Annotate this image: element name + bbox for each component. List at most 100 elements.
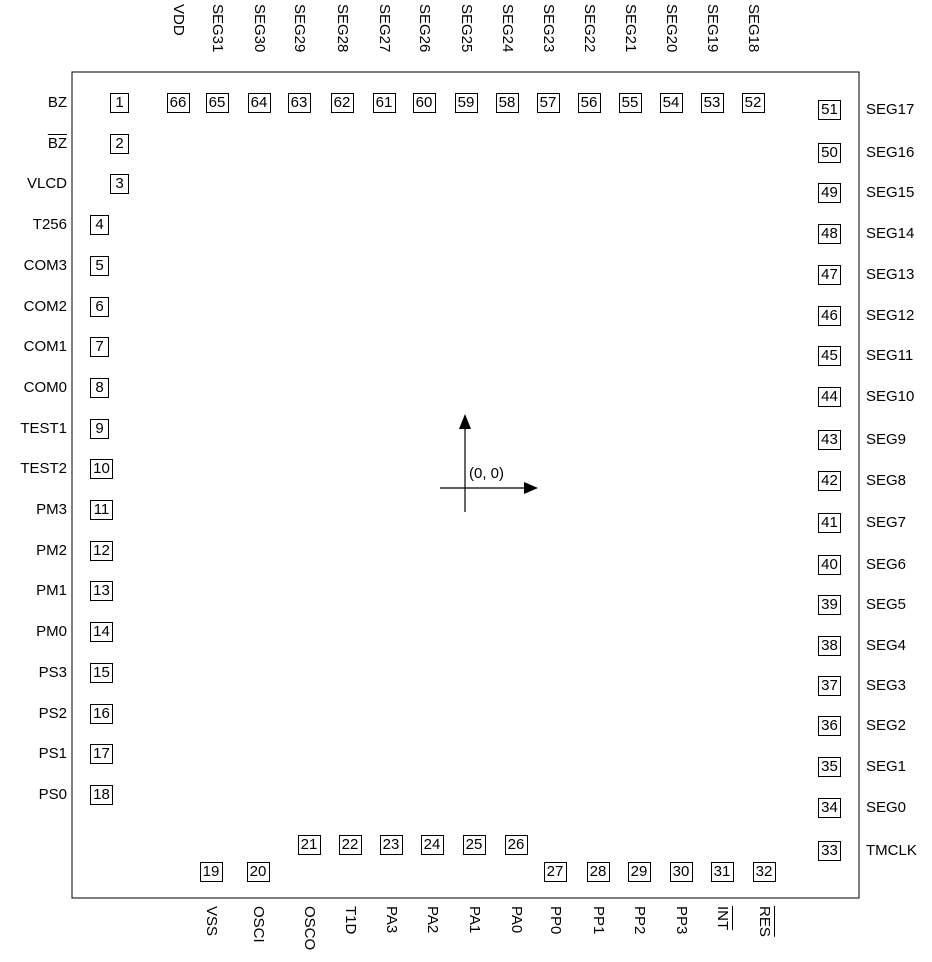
pin-62-pad: 62 [330, 93, 354, 113]
pin-10-pad: 10 [90, 459, 113, 480]
pin-52-signal-label: SEG18 [745, 4, 762, 53]
pin-14-signal-label: PM0 [36, 623, 67, 641]
pin-31-signal-label: INT [714, 906, 731, 931]
pin-46-signal-label: SEG12 [866, 307, 915, 324]
pin-7-signal-label: COM1 [23, 338, 67, 356]
pin-33-pad: 33 [818, 841, 841, 861]
pin-45-pad: 45 [818, 346, 841, 366]
pin-52-pad: 52 [741, 93, 765, 113]
pin-7-pad: 7 [90, 337, 109, 358]
pin-21-signal-label: OSCO [301, 906, 318, 951]
pin-27-signal-label: PP0 [547, 906, 564, 935]
pin-43-signal-label: SEG9 [866, 431, 907, 448]
pin-12-pad: 12 [90, 540, 113, 561]
pin-11-signal-label: PM3 [36, 501, 67, 518]
pin-56-pad: 56 [577, 93, 601, 113]
pin-48-signal-label: SEG14 [866, 225, 915, 242]
pin-55-signal-label: SEG21 [622, 4, 639, 53]
pin-44-pad: 44 [818, 387, 841, 407]
pin-36-pad: 36 [818, 716, 841, 736]
pin-3-signal-label: VLCD [26, 175, 67, 193]
pin-49-pad: 49 [818, 183, 841, 203]
pin-66-signal-label: VDD [170, 4, 187, 36]
pin-44-signal-label: SEG10 [866, 388, 915, 405]
pin-47-pad: 47 [818, 265, 841, 285]
pin-46-pad: 46 [818, 306, 841, 326]
pin-22-pad: 22 [338, 835, 362, 855]
pin-42-signal-label: SEG8 [866, 472, 907, 489]
pin-49-signal-label: SEG15 [866, 184, 915, 201]
pin-20-pad: 20 [246, 862, 270, 882]
pin-35-signal-label: SEG1 [866, 758, 907, 775]
pin-28-pad: 28 [586, 862, 610, 882]
pin-45-signal-label: SEG11 [866, 347, 914, 364]
pin-9-signal-label: TEST1 [20, 419, 67, 437]
pin-53-signal-label: SEG19 [704, 4, 721, 53]
pin-17-pad: 17 [90, 744, 113, 765]
pin-33-signal-label: TMCLK [866, 842, 917, 859]
pin-20-signal-label: OSCI [250, 906, 267, 943]
pin-25-pad: 25 [462, 835, 486, 855]
pin-42-pad: 42 [818, 471, 841, 491]
pin-1-pad: 1 [110, 93, 129, 113]
pin-1-signal-label: BZ [47, 94, 67, 111]
pin-12-signal-label: PM2 [36, 541, 67, 559]
pin-39-pad: 39 [818, 595, 841, 615]
pin-4-pad: 4 [90, 215, 109, 236]
pin-63-pad: 63 [287, 93, 311, 113]
pin-23-pad: 23 [379, 835, 403, 855]
pin-27-pad: 27 [543, 862, 567, 882]
pin-65-pad: 65 [205, 93, 229, 113]
pin-5-pad: 5 [90, 255, 109, 276]
pin-41-pad: 41 [818, 513, 841, 533]
pin-40-pad: 40 [818, 555, 841, 575]
pin-24-signal-label: PA2 [424, 906, 441, 934]
pin-55-pad: 55 [618, 93, 642, 113]
pin-37-signal-label: SEG3 [866, 677, 907, 694]
pin-31-pad: 31 [710, 862, 734, 882]
pin-13-pad: 13 [90, 581, 113, 602]
x-axis-arrowhead [524, 482, 538, 494]
pin-39-signal-label: SEG5 [866, 596, 907, 613]
pin-58-pad: 58 [495, 93, 519, 113]
pin-2-signal-label: BZ [47, 134, 67, 152]
pin-59-signal-label: SEG25 [458, 4, 475, 53]
pin-59-pad: 59 [454, 93, 478, 113]
pin-57-pad: 57 [536, 93, 560, 113]
pin-50-signal-label: SEG16 [866, 144, 915, 161]
pin-64-signal-label: SEG30 [251, 4, 268, 53]
pin-25-signal-label: PA1 [466, 906, 483, 934]
y-axis-arrowhead [459, 414, 471, 429]
pin-34-signal-label: SEG0 [866, 799, 907, 816]
pin-9-pad: 9 [90, 418, 109, 439]
pin-30-pad: 30 [669, 862, 693, 882]
pin-66-pad: 66 [166, 93, 190, 113]
pin-3-pad: 3 [110, 174, 129, 195]
pin-26-pad: 26 [504, 835, 528, 855]
pin-54-pad: 54 [659, 93, 683, 113]
pin-5-signal-label: COM3 [23, 256, 67, 274]
origin-label: (0, 0) [469, 465, 505, 482]
pin-36-signal-label: SEG2 [866, 717, 907, 734]
pin-60-signal-label: SEG26 [416, 4, 433, 53]
pin-24-pad: 24 [420, 835, 444, 855]
pin-29-pad: 29 [627, 862, 651, 882]
pin-32-pad: 32 [752, 862, 776, 882]
pin-43-pad: 43 [818, 430, 841, 450]
pin-19-pad: 19 [199, 862, 223, 882]
pin-51-signal-label: SEG17 [866, 101, 915, 118]
pin-14-pad: 14 [90, 622, 113, 643]
pin-19-signal-label: VSS [203, 906, 220, 937]
pin-34-pad: 34 [818, 798, 841, 818]
pin-53-pad: 53 [700, 93, 724, 113]
pin-40-signal-label: SEG6 [866, 556, 907, 573]
chip-outline [71, 71, 860, 899]
pin-38-pad: 38 [818, 636, 841, 656]
pin-17-signal-label: PS1 [38, 745, 67, 763]
pin-50-pad: 50 [818, 143, 841, 163]
pin-48-pad: 48 [818, 224, 841, 244]
pin-61-signal-label: SEG27 [376, 4, 393, 53]
pin-16-signal-label: PS2 [38, 704, 67, 722]
